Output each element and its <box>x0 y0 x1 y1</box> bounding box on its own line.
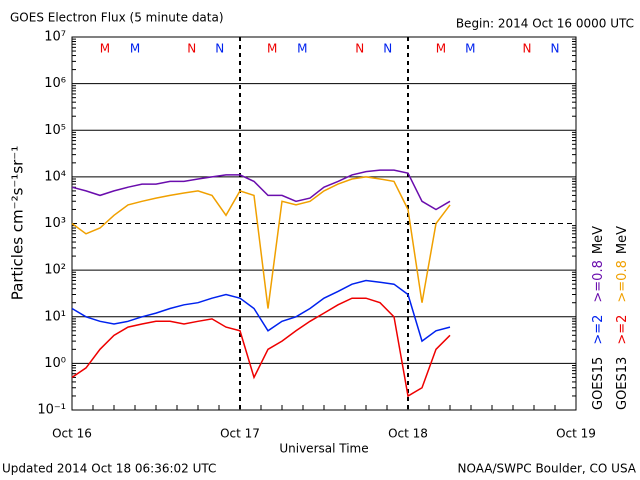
x-tick-label: Oct 16 <box>52 427 92 441</box>
letter-marker: M <box>297 42 307 56</box>
legend-series: >=2 <box>615 315 630 345</box>
legend-unit: MeV <box>615 226 630 254</box>
chart-subtitle: Begin: 2014 Oct 16 0000 UTC <box>456 17 634 31</box>
x-axis-label: Universal Time <box>279 442 368 456</box>
y-tick-label: 10³ <box>44 216 66 231</box>
footer-right: NOAA/SWPC Boulder, CO USA <box>458 462 637 476</box>
chart-title: GOES Electron Flux (5 minute data) <box>10 11 224 25</box>
letter-marker: N <box>551 42 560 56</box>
letter-marker: M <box>267 42 277 56</box>
series-line <box>71 297 451 398</box>
series-line <box>71 176 451 309</box>
letter-marker: M <box>465 42 475 56</box>
y-tick-label: 10⁰ <box>44 356 66 371</box>
legend-series: >=0.8 <box>615 260 630 302</box>
y-tick-label: 10¹ <box>44 309 66 324</box>
letter-marker: M <box>436 42 446 56</box>
legend-label: GOES13 <box>615 357 630 410</box>
legend-entry: GOES15 >=2 >=0.8 MeV <box>591 226 606 410</box>
legend-series: >=2 <box>591 315 606 345</box>
y-tick-label: 10⁶ <box>44 76 66 91</box>
y-tick-label: 10² <box>44 263 66 278</box>
letter-marker: N <box>215 42 224 56</box>
letter-marker: N <box>383 42 392 56</box>
y-tick-label: 10⁻¹ <box>37 403 66 418</box>
x-tick-label: Oct 18 <box>388 427 428 441</box>
footer-left: Updated 2014 Oct 18 06:36:02 UTC <box>2 462 216 476</box>
series-line <box>71 169 451 211</box>
letter-marker: M <box>130 42 140 56</box>
legend-series: >=0.8 <box>591 260 606 302</box>
legend-unit: MeV <box>591 226 606 254</box>
x-tick-label: Oct 19 <box>556 427 596 441</box>
y-tick-label: 10⁴ <box>44 169 66 184</box>
legend-label: GOES15 <box>591 357 606 410</box>
series-line <box>71 279 451 343</box>
letter-marker: N <box>355 42 364 56</box>
letter-marker: M <box>100 42 110 56</box>
x-tick-label: Oct 17 <box>220 427 260 441</box>
legend-entry: GOES13 >=2 >=0.8 MeV <box>615 226 630 410</box>
y-axis-label: Particles cm⁻²s⁻¹sr⁻¹ <box>9 146 27 300</box>
letter-marker: N <box>523 42 532 56</box>
y-tick-label: 10⁷ <box>44 30 66 45</box>
y-tick-label: 10⁵ <box>44 123 66 138</box>
letter-marker: N <box>187 42 196 56</box>
